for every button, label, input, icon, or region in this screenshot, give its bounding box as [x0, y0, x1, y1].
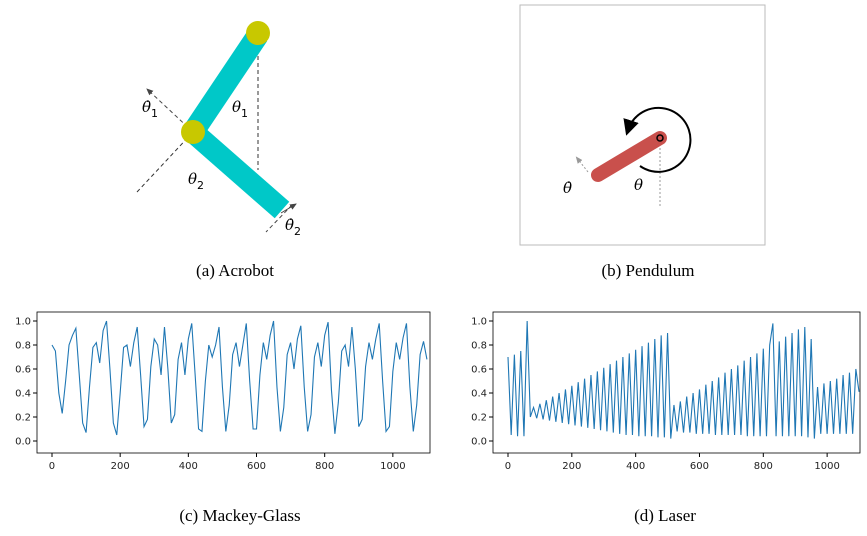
y-tick-label: 0.4 — [15, 389, 31, 400]
y-tick-label: 0.8 — [471, 341, 487, 352]
subscript: 2 — [294, 225, 301, 238]
x-tick-label: 600 — [247, 461, 266, 472]
velocity-arrow — [577, 158, 588, 172]
y-tick-label: 0.2 — [471, 413, 487, 424]
y-tick-label: 1.0 — [471, 317, 487, 328]
subscript: 1 — [241, 107, 248, 120]
x-tick-label: 400 — [179, 461, 198, 472]
y-tick-label: 0.6 — [471, 365, 487, 376]
data-line — [52, 321, 427, 435]
symbol: θ̇ — [142, 98, 151, 116]
y-tick-label: 0.2 — [15, 413, 31, 424]
link-extension — [137, 132, 193, 192]
label: θ̇1 — [142, 98, 158, 120]
x-tick-label: 600 — [690, 461, 709, 472]
label: θ2 — [188, 170, 204, 192]
chart: 0.0 0.2 0.4 0.6 0.8 1.0 0 200 400 600 800 1000 (c) M… — [15, 312, 430, 525]
x-tick-label: 800 — [315, 461, 334, 472]
symbol: θ — [188, 170, 197, 188]
subscript: 2 — [197, 179, 204, 192]
x-tick-label: 800 — [754, 461, 773, 472]
pendulum-diagram: θ̇ θ (b) Pendulum — [520, 5, 765, 280]
joint — [246, 21, 270, 45]
x-tick-label: 400 — [626, 461, 645, 472]
caption: (b) Pendulum — [601, 261, 694, 280]
y-tick-label: 0.6 — [15, 365, 31, 376]
label: θ̇ — [563, 179, 572, 197]
rod — [598, 138, 660, 175]
label: θ1 — [232, 98, 248, 120]
caption: (a) Acrobot — [196, 261, 274, 280]
data-line — [508, 321, 859, 439]
y-tick-label: 0.4 — [471, 389, 487, 400]
caption: (d) Laser — [634, 506, 696, 525]
frame — [520, 5, 765, 245]
x-tick-label: 1000 — [380, 461, 405, 472]
x-tick-label: 200 — [562, 461, 581, 472]
link-1 — [193, 35, 258, 132]
y-tick-label: 0.0 — [15, 437, 31, 448]
label: θ — [634, 176, 643, 194]
axes-frame — [37, 312, 430, 453]
x-tick-label: 0 — [505, 461, 511, 472]
figure: θ̇1 θ1 θ2 θ̇2 (a) Acrobot θ̇ θ (b) Pendu… — [0, 0, 867, 536]
x-tick-label: 200 — [111, 461, 130, 472]
x-tick-label: 1000 — [814, 461, 839, 472]
y-tick-label: 0.0 — [471, 437, 487, 448]
symbol: θ̇ — [285, 216, 294, 234]
subscript: 1 — [151, 107, 158, 120]
caption: (c) Mackey-Glass — [179, 506, 300, 525]
y-tick-label: 0.8 — [15, 341, 31, 352]
x-tick-label: 0 — [49, 461, 55, 472]
link-2 — [193, 132, 282, 210]
y-tick-label: 1.0 — [15, 317, 31, 328]
joint — [181, 120, 205, 144]
chart: 0.0 0.2 0.4 0.6 0.8 1.0 0 200 400 600 800 1000 (d) L… — [471, 312, 860, 525]
symbol: θ — [232, 98, 241, 116]
acrobot-diagram: θ̇1 θ1 θ2 θ̇2 (a) Acrobot — [137, 21, 301, 280]
label: θ̇2 — [285, 216, 301, 238]
